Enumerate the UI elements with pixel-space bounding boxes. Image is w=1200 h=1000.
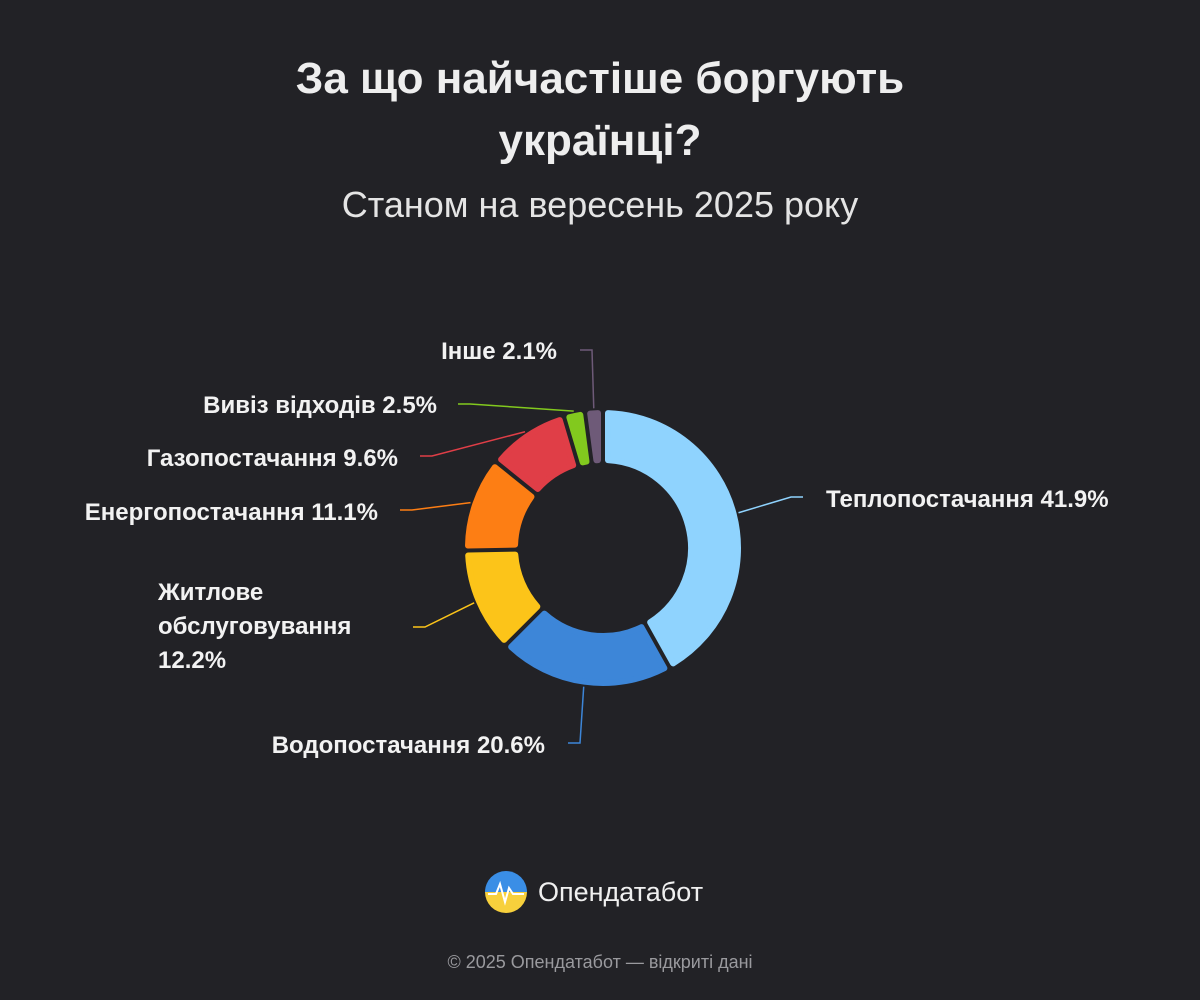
slice-value: 2.5% — [382, 392, 437, 419]
donut-segment — [465, 464, 535, 549]
slice-label: Інше 2.1% — [441, 335, 557, 369]
slice-category: Вивіз відходів — [203, 392, 376, 419]
slice-value: 9.6% — [343, 445, 398, 472]
brand-logo — [485, 871, 527, 913]
footer: © 2025 Опендатабот — відкриті дані — [447, 952, 753, 972]
donut-segment — [566, 411, 590, 466]
slice-category: Теплопостачання — [826, 486, 1034, 513]
slice-category: Водопостачання — [271, 732, 471, 759]
donut-segment — [498, 417, 577, 492]
slice-label: Газопостачання 9.6% — [147, 442, 398, 476]
leader-line — [458, 403, 574, 412]
donut-segment — [465, 551, 541, 643]
slice-value: 2.1% — [502, 338, 557, 365]
chart-subtitle: Станом на вересень 2025 року — [341, 184, 859, 225]
slice-value: 41.9% — [1040, 486, 1109, 513]
slice-label: Житлове обслуговування 12.2% — [158, 576, 398, 678]
slice-value: 11.1% — [311, 499, 378, 526]
leader-line — [413, 602, 475, 628]
slice-value: 20.6% — [476, 732, 545, 759]
leader-line — [738, 496, 803, 514]
donut-segment — [604, 410, 741, 667]
leader-line — [400, 501, 471, 511]
leader-line — [568, 686, 585, 744]
slice-category: Житлове обслуговування — [158, 579, 352, 640]
slice-category: Газопостачання — [146, 445, 337, 472]
donut-segment — [508, 610, 668, 686]
brand-name: Опендатабот — [538, 876, 704, 907]
slice-label: Енергопостачання 11.1% — [85, 496, 378, 530]
slice-label: Теплопостачання 41.9% — [826, 483, 1109, 517]
brand: Опендатабот — [484, 870, 703, 914]
donut-segment — [587, 410, 602, 464]
slice-label: Водопостачання 20.6% — [272, 729, 545, 763]
slice-value: 12.2% — [158, 647, 227, 674]
slice-label: Вивіз відходів 2.5% — [203, 389, 437, 423]
leader-line — [580, 349, 595, 409]
slice-category: Інше — [441, 338, 496, 365]
chart-title: За що найчастіше боргують українці? — [295, 54, 905, 165]
leader-line — [420, 430, 526, 457]
slice-category: Енергопостачання — [84, 499, 305, 526]
